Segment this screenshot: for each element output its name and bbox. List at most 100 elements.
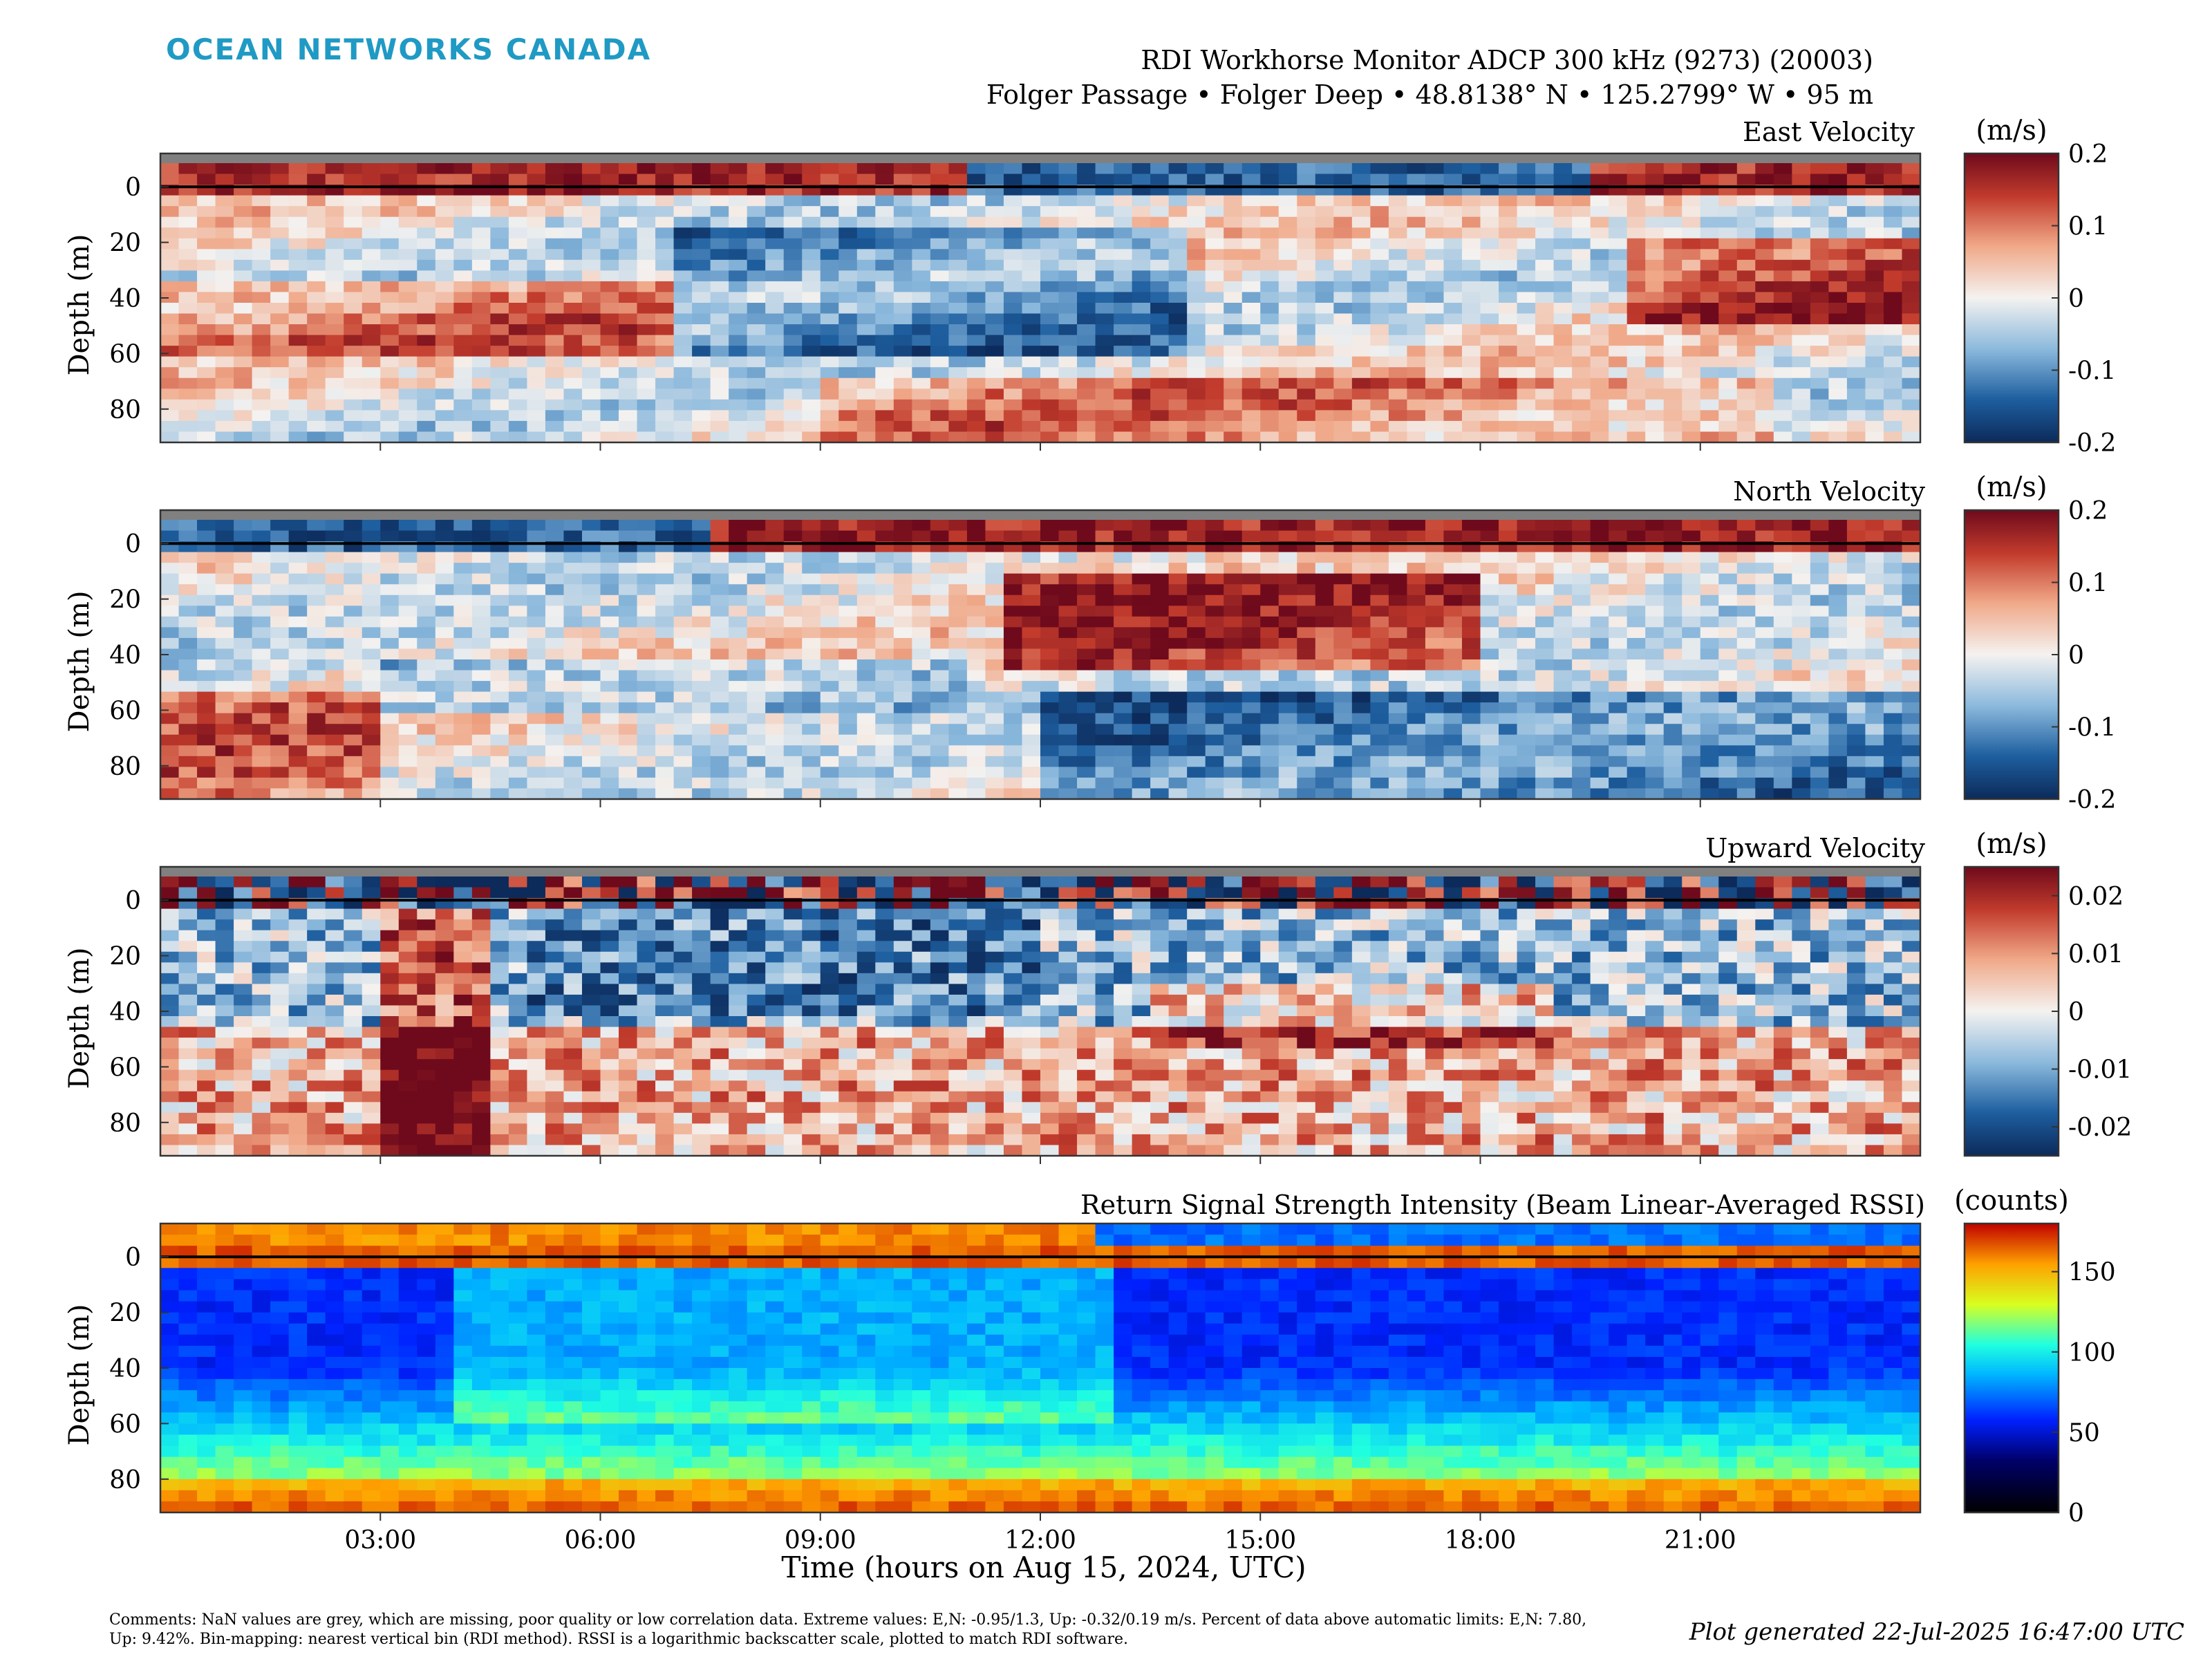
- heatmap-cell: [417, 270, 436, 282]
- heatmap-cell: [453, 681, 473, 693]
- heatmap-cell: [637, 734, 656, 746]
- heatmap-cell: [490, 606, 509, 617]
- heatmap-cell: [820, 745, 839, 757]
- heatmap-cell: [344, 648, 363, 660]
- heatmap-cell: [1572, 563, 1591, 574]
- heatmap-cell: [619, 788, 638, 800]
- heatmap-cell: [1040, 174, 1060, 185]
- heatmap-cell: [471, 659, 491, 671]
- heatmap-cell: [471, 584, 491, 596]
- heatmap-cell: [1792, 377, 1811, 389]
- heatmap-cell: [1535, 767, 1555, 778]
- heatmap-cell: [563, 767, 583, 778]
- heatmap-cell: [1187, 702, 1206, 714]
- heatmap-cell: [270, 745, 290, 757]
- heatmap-cell: [1388, 238, 1408, 250]
- heatmap-cell: [930, 702, 949, 714]
- heatmap-cell: [1297, 745, 1316, 757]
- heatmap-cell: [417, 324, 436, 336]
- heatmap-cell: [1700, 227, 1719, 239]
- heatmap-cell: [307, 335, 326, 346]
- heatmap-cell: [1095, 163, 1114, 175]
- heatmap-cell: [1297, 530, 1316, 542]
- heatmap-cell: [1370, 670, 1389, 682]
- heatmap-cell: [820, 573, 839, 585]
- heatmap-cell: [1205, 627, 1224, 639]
- heatmap-cell: [160, 303, 180, 315]
- heatmap-cell: [1883, 431, 1903, 443]
- heatmap-cell: [729, 216, 748, 228]
- heatmap-cell: [307, 584, 326, 596]
- heatmap-cell: [1736, 292, 1756, 303]
- heatmap-cell: [1443, 292, 1463, 303]
- heatmap-cell: [710, 573, 729, 585]
- heatmap-cell: [160, 552, 180, 563]
- heatmap-cell: [692, 702, 711, 714]
- heatmap-cell: [1461, 195, 1481, 207]
- heatmap-cell: [1499, 367, 1518, 379]
- heatmap-cell: [1132, 681, 1151, 693]
- heatmap-cell: [1388, 388, 1408, 400]
- heatmap-cell: [838, 637, 858, 650]
- heatmap-cell: [1645, 431, 1665, 443]
- heatmap-cell: [1572, 734, 1591, 746]
- heatmap-cell: [581, 313, 601, 325]
- heatmap-cell: [545, 206, 565, 218]
- heatmap-cell: [563, 584, 583, 596]
- heatmap-cell: [820, 399, 839, 411]
- heatmap-cell: [1663, 520, 1683, 532]
- heatmap-cell: [197, 670, 216, 682]
- heatmap-cell: [893, 292, 912, 303]
- heatmap-cell: [1114, 206, 1133, 218]
- heatmap-cell: [1553, 637, 1573, 650]
- heatmap-cell: [252, 216, 271, 228]
- heatmap-cell: [398, 346, 418, 357]
- heatmap-cell: [1810, 648, 1829, 660]
- heatmap-cell: [234, 691, 253, 703]
- heatmap-cell: [1682, 659, 1701, 671]
- heatmap-cell: [600, 367, 619, 379]
- heatmap-cell: [178, 648, 198, 660]
- heatmap-cell: [178, 313, 198, 325]
- heatmap-cell: [1773, 377, 1792, 389]
- heatmap-cell: [215, 399, 234, 411]
- heatmap-cell: [1627, 399, 1646, 411]
- heatmap-cell: [1058, 259, 1078, 271]
- heatmap-cell: [1022, 734, 1041, 746]
- heatmap-cell: [307, 616, 326, 628]
- heatmap-cell: [1846, 616, 1866, 628]
- heatmap-cell: [1535, 563, 1555, 574]
- heatmap-cell: [1755, 388, 1774, 400]
- heatmap-cell: [545, 367, 565, 379]
- heatmap-cell: [508, 324, 528, 336]
- heatmap-cell: [563, 377, 583, 389]
- heatmap-cell: [1736, 313, 1756, 325]
- heatmap-cell: [1315, 563, 1334, 574]
- heatmap-cell: [197, 227, 216, 239]
- heatmap-cell: [710, 659, 729, 671]
- heatmap-cell: [930, 530, 949, 542]
- ocean-networks-canada-logo[interactable]: OCEAN NETWORKS CANADA: [166, 32, 651, 66]
- heatmap-cell: [1682, 777, 1701, 789]
- heatmap-cell: [270, 637, 290, 650]
- heatmap-cell: [1168, 431, 1188, 443]
- heatmap-cell: [600, 627, 619, 639]
- heatmap-cell: [1114, 756, 1133, 767]
- heatmap-cell: [1736, 681, 1756, 693]
- heatmap-cell: [197, 702, 216, 714]
- heatmap-cell: [1077, 377, 1096, 389]
- heatmap-cell: [1370, 410, 1389, 422]
- heatmap-cell: [802, 637, 821, 650]
- heatmap-cell: [417, 702, 436, 714]
- heatmap-cell: [966, 313, 986, 325]
- heatmap-cell: [1077, 249, 1096, 261]
- heatmap-cell: [1736, 163, 1756, 175]
- heatmap-cell: [362, 691, 381, 703]
- heatmap-cell: [1095, 292, 1114, 303]
- heatmap-cell: [692, 552, 711, 563]
- heatmap-cell: [1609, 270, 1628, 282]
- heatmap-cell: [1865, 303, 1884, 315]
- heatmap-cell: [1682, 756, 1701, 767]
- heatmap-cell: [307, 691, 326, 703]
